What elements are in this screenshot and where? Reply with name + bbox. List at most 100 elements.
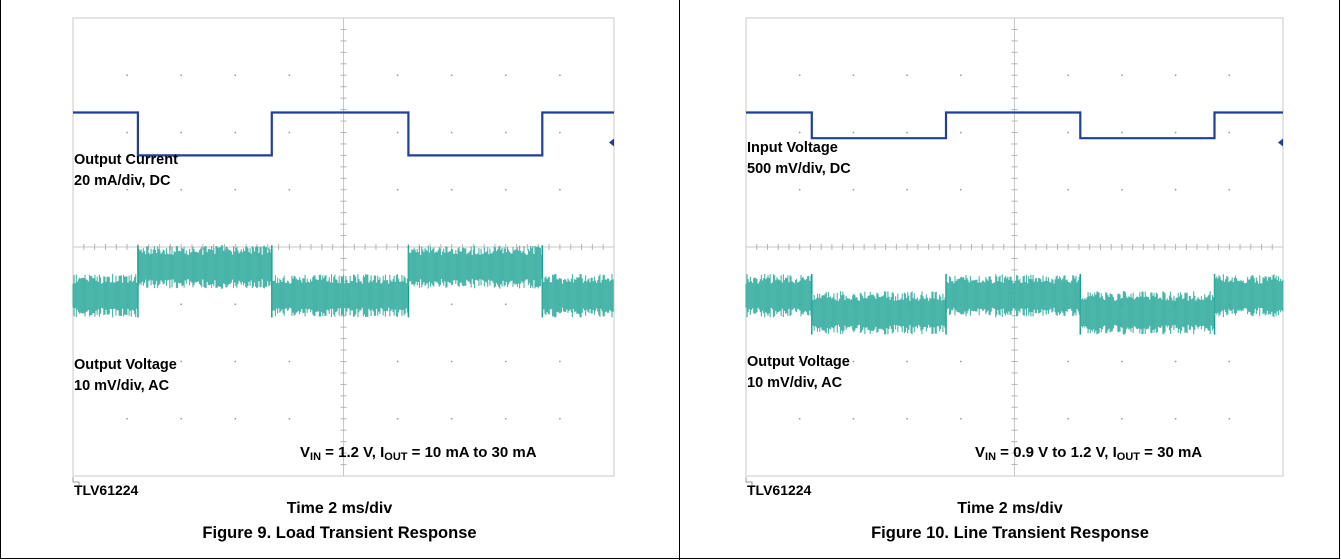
grid-dot	[288, 74, 291, 77]
scope-screen-figure-9	[72, 17, 615, 487]
grid-dot	[1121, 360, 1123, 363]
grid-dot	[288, 417, 291, 420]
channel-1-scale: 20 mA/div, DC	[74, 173, 171, 189]
grid-dot	[234, 360, 237, 363]
trace-marker	[1278, 138, 1283, 147]
grid-dot	[234, 74, 237, 77]
grid-dot	[1067, 131, 1070, 134]
grid-dot	[1067, 188, 1070, 191]
iout-subscript: OUT	[384, 451, 408, 463]
grid-dot	[959, 74, 962, 77]
grid-dot	[504, 74, 507, 77]
test-conditions: VIN = 1.2 V, IOUT = 10 mA to 30 mA	[300, 444, 537, 463]
grid-dot	[450, 360, 453, 363]
grid-dot	[504, 303, 507, 306]
trace-output-current	[73, 111, 614, 157]
trace-highlight	[745, 274, 1283, 335]
grid-dot	[1174, 188, 1177, 191]
grid-dot	[959, 360, 962, 363]
grid-dot	[504, 360, 507, 363]
grid-dot	[126, 131, 128, 134]
grid-dot	[1067, 360, 1070, 363]
grid-dot	[1228, 74, 1231, 77]
grid-dot	[180, 131, 183, 134]
grid-dot	[798, 74, 801, 77]
grid-dot	[1067, 74, 1070, 77]
grid-dot	[906, 74, 908, 77]
channel-1-name: Output Current	[74, 152, 178, 168]
grid-dot	[450, 74, 453, 77]
grid-dot	[1174, 360, 1177, 363]
panel-divider	[679, 0, 680, 560]
channel-2-scale: 10 mV/div, AC	[74, 378, 170, 394]
grid-dot	[559, 74, 561, 77]
grid-dot	[180, 303, 183, 306]
trace-marker	[609, 138, 614, 147]
vin-subscript: IN	[310, 451, 322, 463]
grid-dot	[504, 188, 507, 191]
scope-screen-figure-10	[745, 17, 1284, 487]
trace-output-voltage	[72, 245, 614, 318]
grid-dot	[126, 188, 128, 191]
grid-dot	[126, 360, 128, 363]
scope-frame	[72, 17, 615, 477]
grid-dot	[852, 131, 855, 134]
grid-dot	[450, 131, 453, 134]
vin-value: = 1.2 V, I	[321, 444, 385, 461]
channel-1-label: Input Voltage 500 mV/div, DC	[747, 138, 851, 180]
grid-dot	[180, 74, 183, 77]
grid-dot	[852, 360, 855, 363]
grid-dot	[234, 131, 237, 134]
trace-line	[73, 111, 614, 157]
device-label: TLV61224	[747, 482, 812, 498]
grid-dot	[450, 188, 453, 191]
grid-dot	[1228, 417, 1231, 420]
grid-dot	[852, 74, 855, 77]
channel-1-label: Output Current 20 mA/div, DC	[74, 150, 178, 192]
grid-dot	[852, 417, 855, 420]
grid-dot	[234, 188, 237, 191]
grid-dot	[559, 131, 561, 134]
vin-symbol: V	[975, 444, 986, 461]
vin-symbol: V	[300, 444, 311, 461]
grid-dot	[396, 74, 399, 77]
trace-highlight	[72, 245, 614, 318]
grid-dot	[234, 303, 237, 306]
grid-dot	[396, 131, 399, 134]
grid-dot	[1228, 360, 1231, 363]
grid-dot	[906, 131, 908, 134]
grid-dot	[180, 417, 183, 420]
grid-dot	[798, 131, 801, 134]
grid-dot	[288, 360, 291, 363]
vin-value: = 0.9 V to 1.2 V, I	[996, 444, 1117, 461]
grid-dot	[396, 360, 399, 363]
grid-dot	[906, 417, 908, 420]
grid-dot	[288, 131, 291, 134]
scope-frame	[745, 17, 1284, 477]
grid-dot	[852, 188, 855, 191]
grid-dot	[559, 417, 561, 420]
grid-dot	[396, 417, 399, 420]
figure-9-panel: Output Current 20 mA/div, DC Output Volt…	[72, 17, 615, 542]
grid-dot	[1228, 188, 1231, 191]
grid-dot	[1121, 417, 1123, 420]
grid-dot	[798, 417, 801, 420]
grid-dot	[1228, 131, 1231, 134]
grid-dot	[1121, 131, 1123, 134]
grid-dot	[1174, 417, 1177, 420]
channel-2-name: Output Voltage	[74, 357, 177, 373]
channel-2-scale: 10 mV/div, AC	[747, 375, 843, 391]
device-label: TLV61224	[74, 482, 139, 498]
trace-output-voltage	[745, 273, 1284, 335]
test-conditions: VIN = 0.9 V to 1.2 V, IOUT = 30 mA	[975, 444, 1202, 463]
grid-dot	[1174, 74, 1177, 77]
grid-dot	[559, 188, 561, 191]
grid-dot	[559, 360, 561, 363]
vin-subscript: IN	[985, 451, 997, 463]
grid-dot	[504, 131, 507, 134]
grid-dot	[450, 303, 453, 306]
grid-dot	[906, 188, 908, 191]
channel-1-name: Input Voltage	[747, 140, 838, 156]
figure-caption: Figure 10. Line Transient Response	[871, 524, 1149, 542]
